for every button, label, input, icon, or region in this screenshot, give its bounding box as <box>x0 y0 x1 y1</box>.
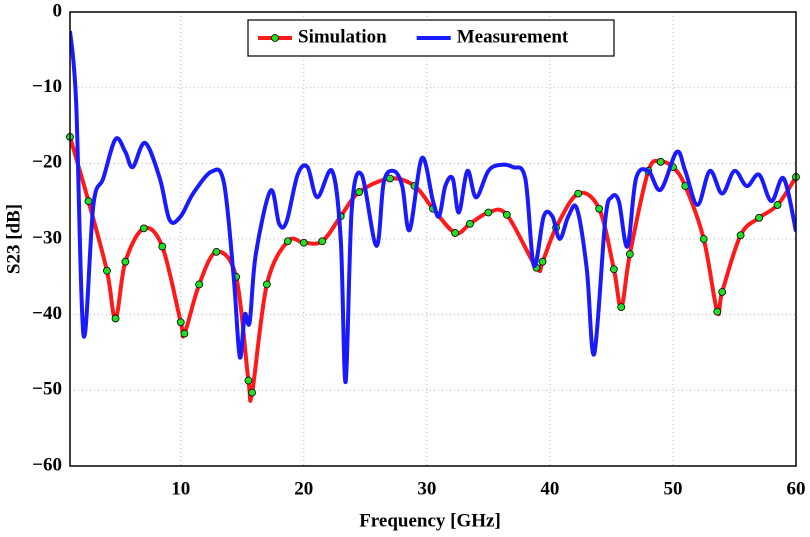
x-tick-label: 20 <box>294 478 313 499</box>
y-tick-label: −10 <box>32 76 62 97</box>
data-marker <box>609 265 618 274</box>
y-tick-label: 0 <box>53 0 63 21</box>
x-tick-label: 10 <box>171 478 190 499</box>
data-marker <box>625 250 634 259</box>
data-marker <box>111 314 120 323</box>
data-marker <box>318 237 327 246</box>
y-tick-label: −50 <box>32 379 62 400</box>
data-marker <box>244 376 253 385</box>
data-marker <box>355 188 364 196</box>
data-marker <box>103 266 111 275</box>
legend-marker <box>271 34 279 42</box>
legend-label: Measurement <box>457 26 569 47</box>
data-marker <box>617 303 626 312</box>
data-marker <box>195 280 204 289</box>
data-marker <box>121 257 130 266</box>
data-marker <box>84 197 93 206</box>
data-marker <box>484 208 493 217</box>
data-marker <box>538 257 547 266</box>
y-tick-label: −20 <box>32 152 62 173</box>
y-tick-label: −30 <box>32 227 62 248</box>
y-tick-label: −60 <box>32 454 62 475</box>
y-tick-label: −40 <box>32 303 62 324</box>
data-marker <box>176 318 185 327</box>
data-marker <box>713 307 722 316</box>
data-marker <box>283 237 292 246</box>
data-marker <box>262 280 271 289</box>
x-tick-label: 40 <box>540 478 559 499</box>
data-marker <box>755 213 763 222</box>
data-marker <box>574 189 583 198</box>
x-tick-label: 50 <box>663 478 682 499</box>
data-marker <box>699 235 708 243</box>
data-marker <box>595 204 604 213</box>
x-axis-label: Frequency [GHz] <box>359 510 501 531</box>
data-marker <box>299 238 308 247</box>
data-marker <box>773 201 782 209</box>
data-marker <box>180 329 189 338</box>
data-marker <box>158 242 167 251</box>
x-tick-label: 60 <box>787 478 806 499</box>
x-tick-label: 30 <box>417 478 436 499</box>
data-marker <box>139 224 148 233</box>
legend-label: Simulation <box>298 26 387 47</box>
data-marker <box>451 229 460 237</box>
data-marker <box>248 388 257 397</box>
data-marker <box>718 288 727 296</box>
data-marker <box>656 157 665 166</box>
y-axis-label: S23 [dB] <box>3 204 24 274</box>
data-marker <box>466 219 474 228</box>
plot-frame <box>69 11 797 467</box>
data-marker <box>502 210 511 219</box>
series-line <box>70 30 796 385</box>
data-marker <box>212 247 221 256</box>
data-marker <box>736 231 745 240</box>
